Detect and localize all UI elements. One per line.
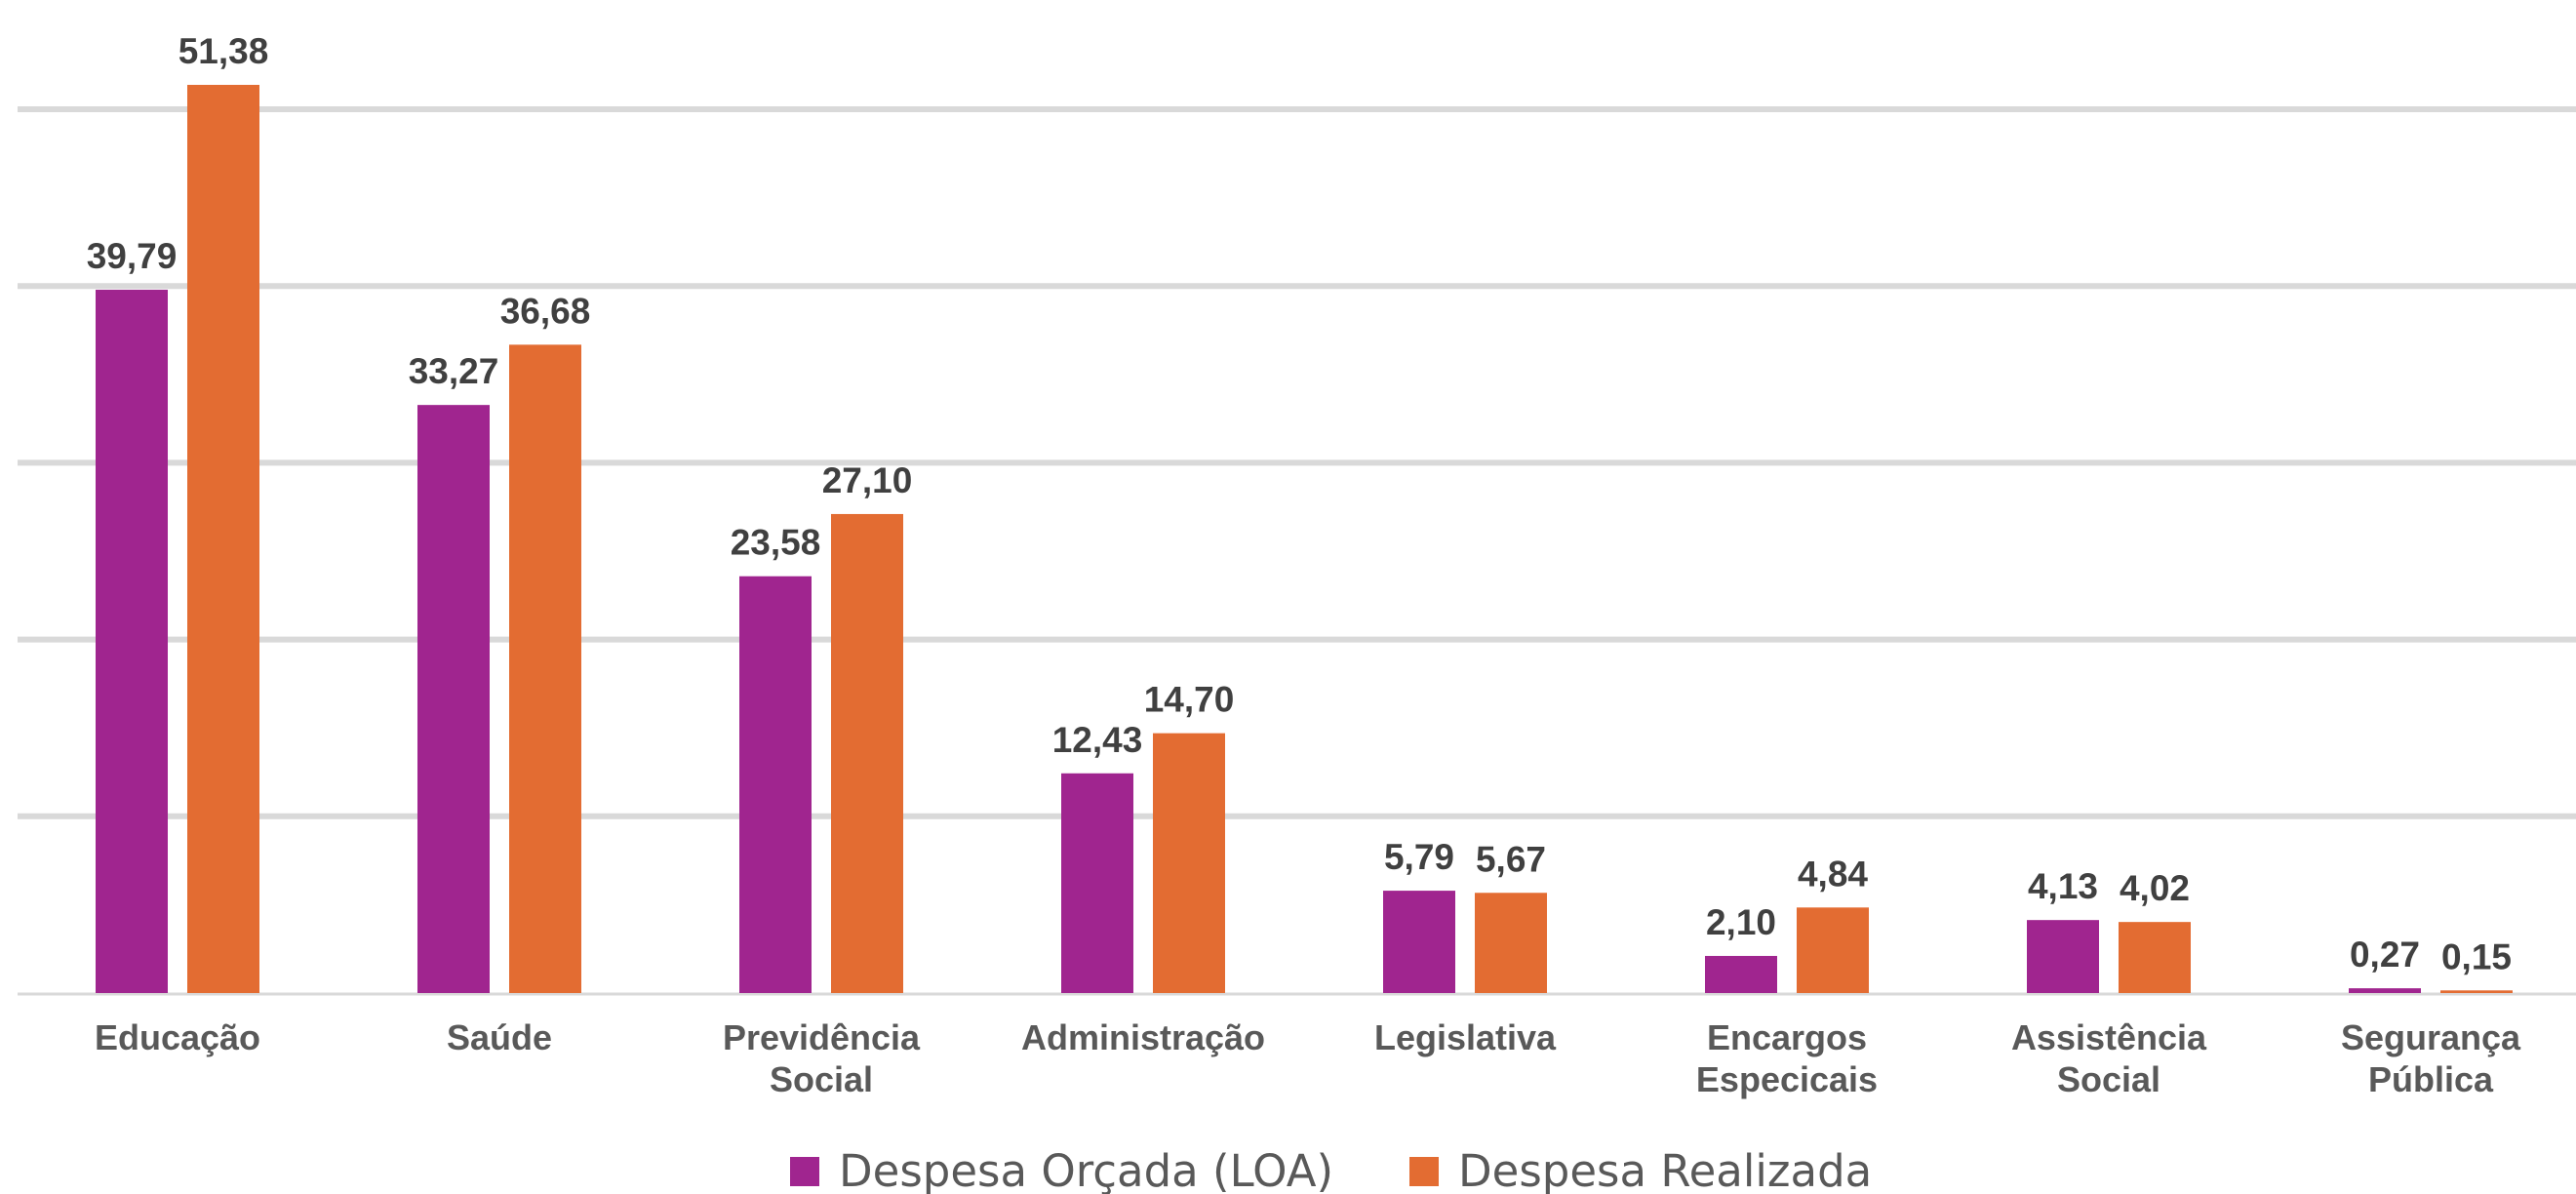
bar-orcada xyxy=(96,290,168,993)
category-label: Educação xyxy=(95,1017,260,1057)
category-label: Administração xyxy=(1021,1017,1265,1057)
data-label: 4,02 xyxy=(2120,868,2190,908)
legend-label: Despesa Realizada xyxy=(1458,1145,1872,1194)
bar-realizada xyxy=(2119,922,2191,993)
category-label: Pública xyxy=(2368,1059,2494,1099)
bar-realizada xyxy=(831,513,903,993)
bar-orcada xyxy=(2027,920,2099,993)
data-label: 5,79 xyxy=(1384,837,1454,877)
data-label: 2,10 xyxy=(1706,902,1776,942)
data-label: 5,67 xyxy=(1476,839,1546,879)
data-label: 33,27 xyxy=(409,351,499,391)
bar-realizada xyxy=(1797,907,1869,993)
data-label: 14,70 xyxy=(1144,680,1235,720)
bar-realizada xyxy=(1475,893,1547,993)
category-label: Saúde xyxy=(447,1017,552,1057)
legend-swatch xyxy=(790,1157,819,1186)
data-label: 51,38 xyxy=(178,31,269,71)
bar-orcada xyxy=(739,576,812,993)
bar-orcada xyxy=(417,405,490,994)
legend: Despesa Orçada (LOA) Despesa Realizada xyxy=(790,1145,1872,1194)
category-labels: Educação Saúde PrevidênciaSocialAdministra… xyxy=(95,1017,2521,1099)
legend-swatch xyxy=(1409,1157,1439,1186)
category-label: Previdência xyxy=(723,1017,921,1057)
category-label: Social xyxy=(770,1059,873,1099)
data-label: 27,10 xyxy=(822,460,913,500)
bar-orcada xyxy=(1705,955,1777,993)
category-label: Legislativa xyxy=(1374,1017,1557,1057)
data-label: 12,43 xyxy=(1052,720,1143,760)
data-label: 39,79 xyxy=(87,236,178,276)
data-label: 0,15 xyxy=(2441,936,2512,976)
bars xyxy=(96,84,2513,994)
data-label: 0,27 xyxy=(2350,935,2420,975)
category-label: Social xyxy=(2057,1059,2160,1099)
category-label: Assistência xyxy=(2011,1017,2207,1057)
legend-label: Despesa Orçada (LOA) xyxy=(839,1145,1333,1194)
category-label: Especicais xyxy=(1696,1059,1878,1099)
data-label: 36,68 xyxy=(500,291,591,331)
bar-orcada xyxy=(1061,773,1133,993)
bar-orcada xyxy=(2349,988,2421,993)
bar-realizada xyxy=(2440,990,2513,993)
data-label: 4,13 xyxy=(2028,866,2098,906)
bar-orcada xyxy=(1383,891,1455,993)
category-label: Encargos xyxy=(1707,1017,1867,1057)
bar-realizada xyxy=(1153,733,1225,993)
data-label: 23,58 xyxy=(731,523,821,563)
category-label: Segurança xyxy=(2341,1017,2521,1057)
bar-realizada xyxy=(509,344,581,993)
bar-realizada xyxy=(187,84,259,994)
gridlines xyxy=(18,106,2576,996)
data-label: 4,84 xyxy=(1798,854,1868,894)
